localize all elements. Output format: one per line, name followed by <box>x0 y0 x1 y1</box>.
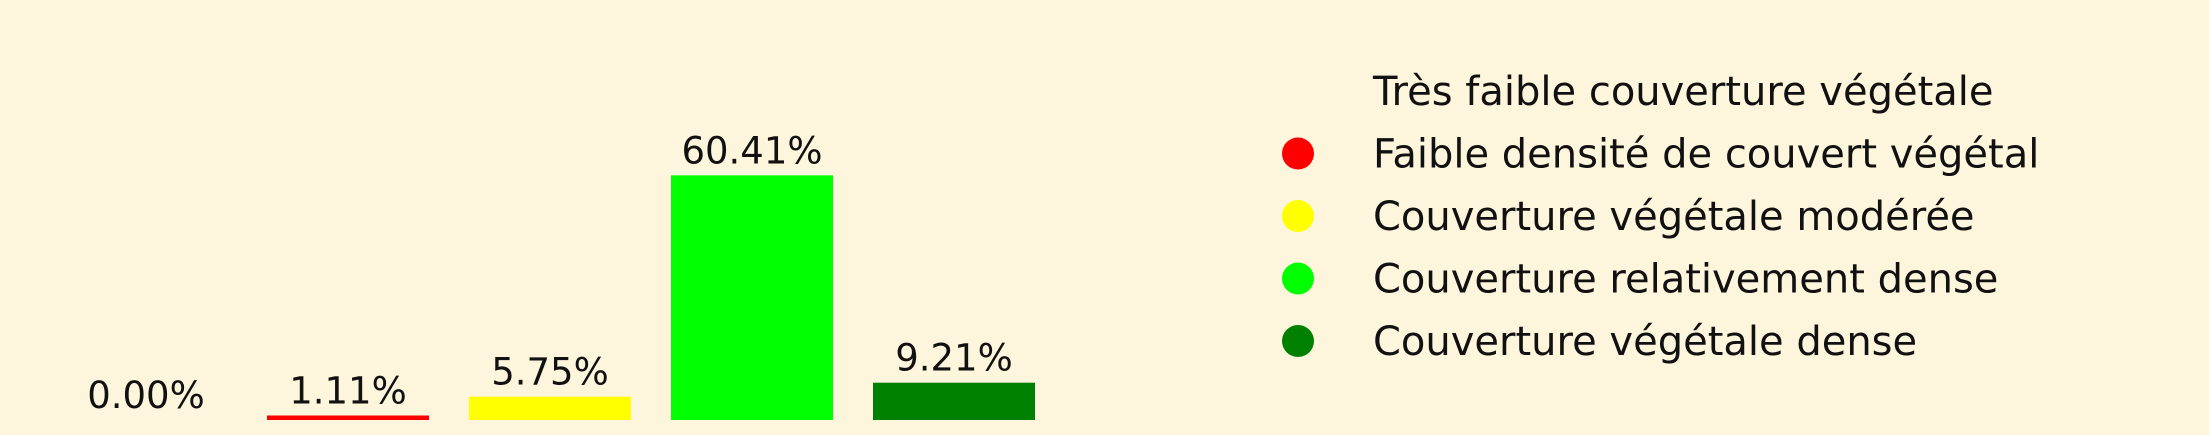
legend-label-2: Faible densité de couvert végétal <box>1373 132 2039 178</box>
data-labels-group: 0.00% 1.11% 5.75% 60.41% 9.21% <box>87 129 1013 417</box>
bar-3 <box>469 396 631 420</box>
legend-label-3: Couverture végétale modérée <box>1373 194 1975 240</box>
bar-5 <box>873 382 1035 420</box>
legend-label-5: Couverture végétale dense <box>1373 319 1917 365</box>
legend-label-4: Couverture relativement dense <box>1373 257 1998 303</box>
legend-marker-3 <box>1282 200 1314 232</box>
bar-value-label-3: 5.75% <box>491 351 609 394</box>
legend-marker-2 <box>1282 137 1314 170</box>
bar-value-label-2: 1.11% <box>289 370 407 413</box>
legend-marker-4 <box>1282 262 1314 295</box>
legend-marker-5 <box>1282 325 1314 357</box>
legend-label-1: Très faible couverture végétale <box>1372 69 1994 115</box>
bar-value-label-1: 0.00% <box>87 374 205 417</box>
legend: Très faible couverture végétale Faible de… <box>1282 69 2039 365</box>
bar-value-label-5: 9.21% <box>895 337 1013 380</box>
bar-4 <box>671 175 833 420</box>
bar-value-label-4: 60.41% <box>681 129 822 172</box>
bar-2 <box>267 415 429 420</box>
legend-marker-1 <box>1282 75 1314 107</box>
bars-group <box>267 175 1035 420</box>
